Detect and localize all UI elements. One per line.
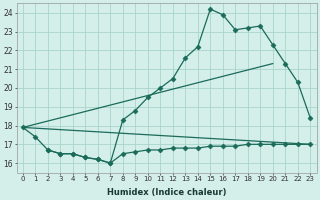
X-axis label: Humidex (Indice chaleur): Humidex (Indice chaleur) xyxy=(107,188,226,197)
